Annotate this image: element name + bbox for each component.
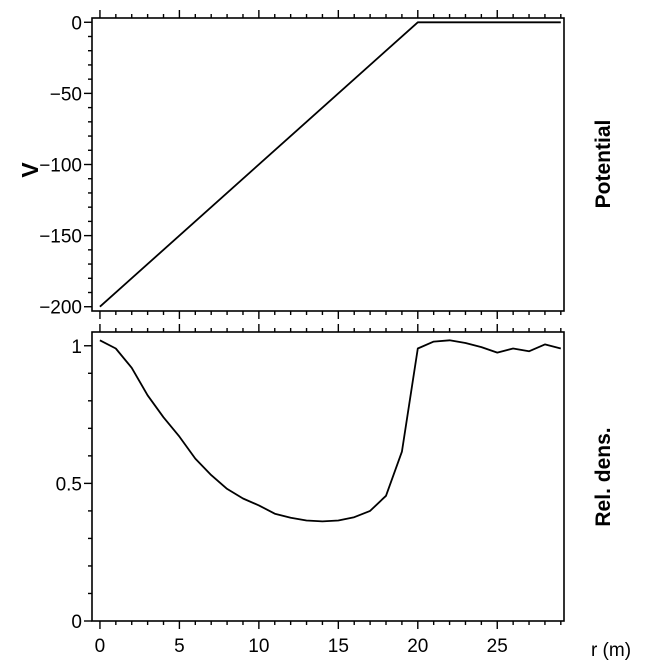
density-y-tick-labels: 00.51 xyxy=(56,337,82,633)
density-series-line xyxy=(99,339,562,523)
density-y-tick-label: 0.5 xyxy=(56,474,82,495)
potential-series-line xyxy=(99,21,561,308)
density-x-tick-label: 5 xyxy=(174,636,185,657)
density-x-tick-label: 25 xyxy=(487,636,508,657)
potential-y-tick-labels: 0 −50 −100 −150 −200 xyxy=(39,13,82,318)
density-x-tick-labels: 0 5 10 15 20 25 xyxy=(95,636,508,657)
density-x-tick-label: 20 xyxy=(407,636,428,657)
density-panel: 00.51 0 5 10 15 20 25 Rel. dens. r (m) xyxy=(56,324,631,661)
density-y-tick-label: 1 xyxy=(71,337,82,358)
potential-side-label: Potential xyxy=(592,120,615,209)
density-x-tick-label: 15 xyxy=(328,636,349,657)
density-side-label: Rel. dens. xyxy=(592,427,615,526)
potential-panel: 0 −50 −100 −150 −200 V Potential xyxy=(17,10,615,319)
potential-tick-marks xyxy=(84,10,562,319)
density-y-tick-label: 0 xyxy=(71,612,82,633)
density-x-tick-label: 0 xyxy=(95,636,106,657)
potential-y-tick-label: −200 xyxy=(39,298,82,319)
potential-y-tick-label: −150 xyxy=(39,227,82,248)
potential-plot-frame xyxy=(91,17,565,312)
density-x-tick-label: 10 xyxy=(248,636,269,657)
potential-y-tick-label: −50 xyxy=(50,84,82,105)
potential-y-tick-label: −100 xyxy=(39,156,82,177)
density-plot-frame xyxy=(91,331,565,622)
x-axis-label: r (m) xyxy=(591,640,631,661)
potential-y-axis-label: V xyxy=(17,162,43,178)
density-tick-marks xyxy=(84,324,562,629)
potential-y-tick-label: 0 xyxy=(71,13,82,34)
